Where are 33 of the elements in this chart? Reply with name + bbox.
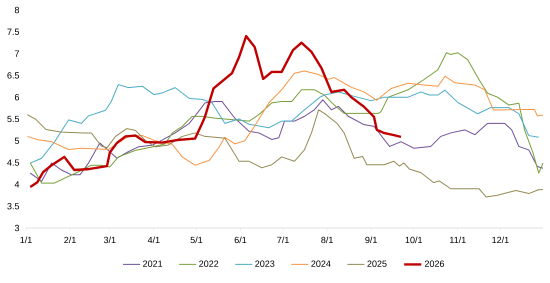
x-tick-label: 6/1 (234, 236, 246, 244)
y-tick-label: 4.5 (7, 159, 20, 166)
x-tick-label: 5/1 (190, 236, 202, 244)
x-tick-label: 3/1 (104, 236, 116, 244)
x-tick-label: 8/1 (321, 236, 333, 244)
x-tick-label: 12/1 (492, 236, 509, 244)
line-series (30, 99, 544, 182)
x-tick-label: 4/1 (148, 236, 160, 244)
y-tick-label: 3 (14, 224, 20, 232)
y-tick-label: 5 (14, 138, 20, 144)
x-tick-label: 2/1 (64, 236, 76, 244)
legend-label: 2023 (255, 260, 274, 267)
legend-label: 2026 (424, 260, 444, 267)
legend-label: 2021 (143, 260, 162, 267)
y-tick-label: 7.5 (7, 28, 20, 35)
line-series (26, 70, 544, 166)
x-tick-label: 1/1 (20, 236, 32, 244)
legend-label: 2024 (311, 260, 331, 267)
y-tick-label: 5.5 (7, 116, 20, 122)
y-tick-label: 3.5 (7, 202, 20, 210)
y-tick-label: 6 (14, 94, 20, 100)
y-tick-label: 7 (14, 50, 20, 57)
x-tick-label: 10/1 (406, 236, 422, 244)
line-series (30, 84, 540, 164)
x-tick-label: 7/1 (277, 236, 289, 244)
legend-label: 2022 (199, 260, 218, 267)
x-tick-label: 9/1 (365, 236, 377, 244)
line-series (29, 34, 402, 188)
x-tick-label: 11/1 (450, 236, 466, 244)
y-tick-label: 4 (14, 181, 20, 188)
legend-label: 2025 (367, 260, 387, 267)
y-tick-label: 6.5 (7, 72, 20, 79)
y-tick-label: 8 (14, 6, 20, 14)
